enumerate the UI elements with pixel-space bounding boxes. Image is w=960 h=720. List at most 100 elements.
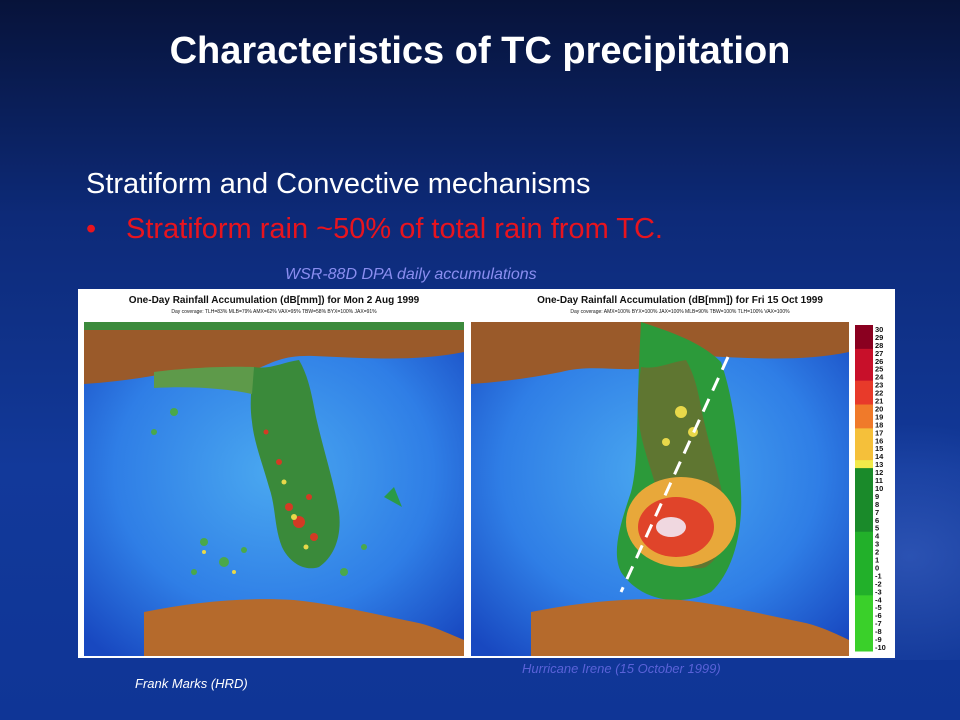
colorbar-tick-label: -10 (875, 643, 886, 652)
colorbar-swatch (855, 332, 873, 342)
slide-title: Characteristics of TC precipitation (169, 30, 791, 72)
colorbar-swatch (855, 460, 873, 469)
colorbar-tick-label: 14 (875, 452, 884, 461)
colorbar-swatch (855, 388, 873, 398)
colorbar-swatch (855, 635, 873, 644)
florida-peninsula (250, 360, 340, 569)
cuba-land (144, 599, 464, 656)
colorbar-swatch (855, 619, 873, 628)
colorbar-swatch (855, 491, 873, 501)
colorbar-swatch (855, 380, 873, 390)
colorbar-tick-label: -2 (875, 579, 882, 588)
right-panel-coverage: Day coverage: AMX=100% BYX=100% JAX=100%… (570, 309, 790, 315)
bullet-text: Stratiform rain ~50% of total rain from … (126, 213, 663, 245)
storm-track-line (619, 356, 730, 593)
colorbar-tick-label: 8 (875, 500, 879, 509)
heavy-rain-core (656, 517, 686, 537)
colorbar-tick-label: 9 (875, 492, 879, 501)
colorbar-swatch (855, 523, 873, 533)
colorbar-swatch (855, 603, 873, 612)
colorbar-tick-label: -7 (875, 619, 882, 628)
colorbar-swatch (855, 325, 873, 334)
colorbar-swatch (855, 436, 873, 445)
colorbar-tick-label: -1 (875, 571, 882, 580)
colorbar-tick-label: 11 (875, 476, 883, 485)
colorbar-legend: 3029282726252423222120191817161514131211… (855, 325, 886, 652)
colorbar-tick-label: 17 (875, 428, 883, 437)
colorbar-tick-label: 21 (875, 397, 883, 406)
colorbar-swatch (855, 555, 873, 565)
colorbar-tick-label: 26 (875, 357, 883, 366)
left-radar-map (84, 322, 464, 656)
caption-top: WSR-88D DPA daily accumulations (285, 266, 537, 283)
colorbar-tick-label: 23 (875, 381, 883, 390)
colorbar-tick-label: -8 (875, 627, 882, 636)
rain-cells-red (263, 429, 318, 541)
colorbar-tick-label: 3 (875, 540, 879, 549)
colorbar-tick-label: 24 (875, 373, 884, 382)
northern-green (84, 322, 464, 330)
colorbar-swatch (855, 356, 873, 366)
colorbar-swatch (855, 571, 873, 580)
colorbar-tick-label: 5 (875, 524, 879, 533)
colorbar-swatch (855, 539, 873, 549)
florida-panhandle (154, 366, 254, 394)
colorbar-tick-label: 18 (875, 420, 883, 429)
bahamas-island (384, 487, 402, 507)
colorbar-swatch (855, 499, 873, 509)
colorbar-swatch (855, 340, 873, 350)
colorbar-swatch (855, 476, 873, 485)
colorbar-tick-label: -9 (875, 635, 882, 644)
colorbar-tick-label: 2 (875, 548, 879, 557)
colorbar-tick-label: 10 (875, 484, 883, 493)
caption-bottom-right: Hurricane Irene (15 October 1999) (522, 661, 721, 676)
colorbar-tick-label: -4 (875, 595, 882, 604)
colorbar-tick-label: 30 (875, 325, 883, 334)
colorbar-swatch (855, 348, 873, 358)
colorbar-tick-label: 16 (875, 436, 883, 445)
colorbar-swatch (855, 428, 873, 437)
colorbar-swatch (855, 515, 873, 525)
colorbar-swatch (855, 547, 873, 557)
colorbar-swatch (855, 452, 873, 461)
colorbar-swatch (855, 563, 873, 572)
colorbar-swatch (855, 412, 873, 421)
left-panel-title: One-Day Rainfall Accumulation (dB[mm]) f… (128, 295, 420, 306)
colorbar-swatch (855, 595, 873, 604)
colorbar-tick-label: 13 (875, 460, 883, 469)
slide-subtitle: Stratiform and Convective mechanisms (86, 168, 591, 200)
colorbar-tick-label: 7 (875, 508, 879, 517)
colorbar-tick-label: 6 (875, 516, 879, 525)
colorbar-tick-label: 4 (875, 532, 880, 541)
colorbar-tick-label: -5 (875, 603, 882, 612)
colorbar-swatch (855, 396, 873, 406)
colorbar-tick-label: 1 (875, 556, 879, 565)
colorbar-swatch (855, 627, 873, 636)
colorbar-swatch (855, 579, 873, 588)
colorbar-swatch (855, 507, 873, 517)
colorbar-tick-label: 25 (875, 365, 883, 374)
caption-bottom-left: Frank Marks (HRD) (135, 676, 248, 691)
georgia-land (84, 322, 464, 384)
colorbar-tick-label: 15 (875, 444, 883, 453)
colorbar-swatch (855, 404, 873, 413)
colorbar-swatch (855, 364, 873, 374)
colorbar-tick-label: 20 (875, 404, 883, 413)
colorbar-tick-label: 19 (875, 412, 883, 421)
colorbar-tick-label: 0 (875, 563, 879, 572)
colorbar-tick-label: 27 (875, 349, 883, 358)
colorbar-swatch (855, 643, 873, 652)
scattered-showers (151, 408, 367, 576)
left-panel-coverage: Day coverage: TLH=83% MLB=79% AMX=62% VA… (171, 309, 377, 315)
colorbar-tick-label: 22 (875, 389, 883, 398)
rain-cells-yellow (202, 479, 309, 574)
colorbar-swatch (855, 531, 873, 541)
right-rainfall-panel: One-Day Rainfall Accumulation (dB[mm]) f… (465, 289, 895, 658)
colorbar-tick-label: -3 (875, 587, 882, 596)
bullet-dot: • (86, 213, 97, 245)
colorbar-swatch (855, 468, 873, 477)
colorbar-tick-label: 12 (875, 468, 883, 477)
cuba-land (531, 599, 849, 656)
colorbar-swatch (855, 372, 873, 382)
bullet-item: • Stratiform rain ~50% of total rain from… (86, 213, 663, 246)
